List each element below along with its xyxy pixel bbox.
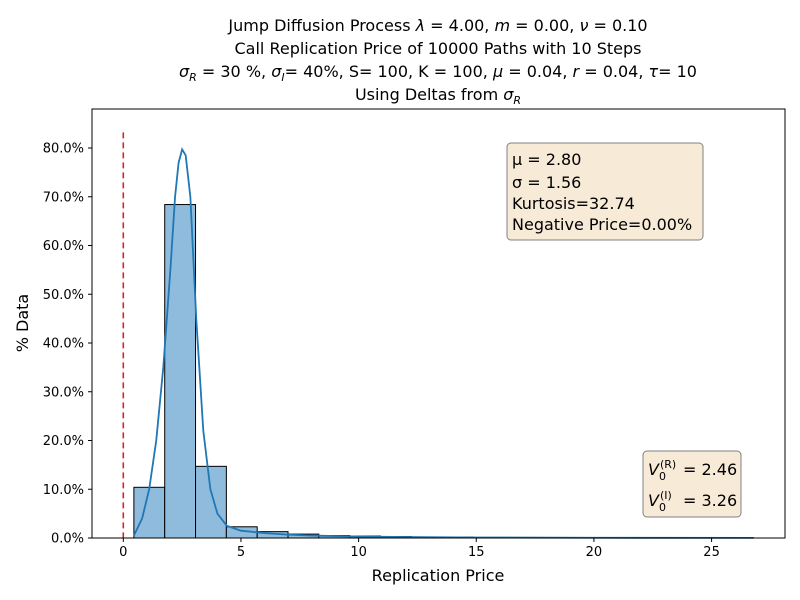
title-line-4: Using Deltas from σR	[355, 85, 521, 107]
title-line-1: Jump Diffusion Process λ = 4.00, m = 0.0…	[227, 16, 647, 35]
stats-mean: μ = 2.80	[512, 150, 581, 169]
price-v0-r-value: = 2.46	[683, 460, 737, 479]
y-tick-label: 60.0%	[43, 239, 84, 254]
y-tick-label: 30.0%	[43, 385, 84, 400]
stats-sigma: σ = 1.56	[512, 173, 581, 192]
y-axis-label: % Data	[13, 294, 32, 353]
title-line-3: σR = 30 %, σI= 40%, S= 100, K = 100, μ =…	[179, 62, 697, 84]
price-box-frame	[642, 450, 742, 518]
x-tick-label: 10	[350, 545, 367, 560]
y-axis-ticks: 0.0% 10.0% 20.0% 30.0% 40.0% 50.0% 60.0% 70.0% 8…	[43, 142, 92, 547]
x-tick-label: 0	[119, 545, 127, 560]
plot-frame	[91, 108, 786, 539]
x-axis-ticks: 0 5 10 15 20 25	[119, 538, 720, 560]
title-line-2: Call Replication Price of 10000 Paths wi…	[235, 39, 642, 58]
stats-box: μ = 2.80 σ = 1.56 Kurtosis=32.74 Negativ…	[506, 142, 704, 241]
y-tick-label: 20.0%	[43, 434, 84, 449]
x-axis-label: Replication Price	[372, 566, 505, 585]
y-tick-label: 50.0%	[43, 288, 84, 303]
histogram-bar	[133, 486, 166, 539]
price-v0-r-symbol: V0(R)	[648, 458, 676, 483]
y-tick-label: 70.0%	[43, 190, 84, 205]
x-tick-label: 25	[703, 545, 720, 560]
price-box: V0(R) = 2.46 V0(I) = 3.26	[642, 450, 742, 518]
histogram-bar	[195, 465, 227, 539]
y-tick-label: 0.0%	[51, 532, 84, 547]
stats-box-frame	[506, 142, 704, 241]
stats-negative-price: Negative Price=0.00%	[512, 215, 692, 234]
chart-title: Jump Diffusion Process λ = 4.00, m = 0.0…	[179, 16, 697, 107]
y-tick-label: 10.0%	[43, 483, 84, 498]
x-tick-label: 20	[586, 545, 603, 560]
histogram-bar	[164, 204, 197, 539]
y-tick-label: 40.0%	[43, 337, 84, 352]
price-v0-i-value: = 3.26	[683, 491, 737, 510]
stats-kurtosis: Kurtosis=32.74	[512, 194, 635, 213]
price-v0-i-symbol: V0(I)	[648, 489, 672, 514]
x-tick-label: 5	[237, 545, 245, 560]
kde-curve	[133, 147, 754, 539]
y-tick-label: 80.0%	[43, 142, 84, 157]
x-tick-label: 15	[468, 545, 485, 560]
